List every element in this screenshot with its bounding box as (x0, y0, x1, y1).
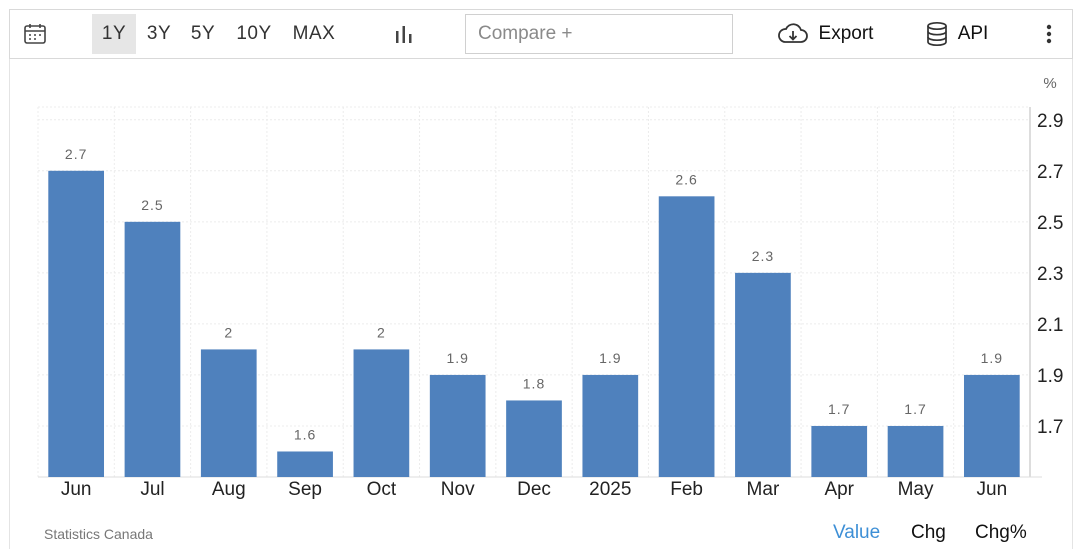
range-5y-button[interactable]: 5Y (190, 23, 216, 44)
data-label: 2.6 (675, 171, 697, 187)
bar[interactable] (200, 349, 257, 477)
more-options-icon[interactable] (1040, 10, 1058, 58)
y-tick-label: 2.3 (1037, 264, 1063, 285)
data-label: 1.9 (599, 350, 621, 366)
bar[interactable] (963, 374, 1020, 477)
x-tick-label: Apr (824, 479, 854, 500)
x-tick-label: Jun (61, 479, 92, 500)
chart-toolbar: 1Y 3Y 5Y 10Y MAX Export API (9, 9, 1073, 59)
x-tick-label: Oct (367, 479, 397, 500)
bar[interactable] (353, 349, 410, 477)
y-tick-label: 1.9 (1037, 366, 1063, 387)
x-tick-label: Feb (670, 479, 703, 500)
chart-bars (48, 170, 1020, 478)
x-tick-label: Aug (212, 479, 246, 500)
range-3y-button[interactable]: 3Y (146, 23, 172, 44)
data-label: 1.9 (981, 350, 1003, 366)
y-axis-unit-label: % (1043, 75, 1056, 92)
y-tick-label: 2.9 (1037, 111, 1063, 132)
bar[interactable] (506, 400, 562, 477)
chart-area (9, 59, 1073, 549)
export-button[interactable]: Export (775, 10, 875, 58)
chart-data-labels: 2.7 2.5 2 1.6 2 1.9 1.8 1.9 2.6 2.3 1.7 1.7 1.9 (65, 146, 1003, 443)
data-label: 2 (224, 324, 233, 340)
compare-field[interactable] (465, 14, 733, 54)
x-tick-label: Jul (140, 479, 164, 500)
x-tick-label: Sep (288, 479, 322, 500)
x-tick-label: May (898, 479, 934, 500)
data-label: 2.7 (65, 146, 87, 162)
data-label: 1.6 (294, 426, 316, 442)
bar[interactable] (429, 374, 486, 477)
y-tick-label: 1.7 (1037, 417, 1063, 438)
x-tick-label: 2025 (589, 479, 631, 500)
x-tick-label: Dec (517, 479, 551, 500)
x-tick-label: Mar (747, 479, 780, 500)
cloud-download-icon (777, 23, 808, 43)
bar[interactable] (582, 374, 639, 477)
bar[interactable] (124, 221, 181, 477)
chart-y-tick-labels: 2.9 2.7 2.5 2.3 2.1 1.9 1.7 (1037, 111, 1063, 438)
chart-x-tick-labels: Jun Jul Aug Sep Oct Nov Dec 2025 Feb Mar Apr May Jun (61, 479, 1007, 500)
mode-change-percent-button[interactable]: Chg% (975, 522, 1027, 543)
api-label: API (957, 23, 989, 44)
bar[interactable] (735, 272, 791, 477)
range-10y-button[interactable]: 10Y (236, 23, 272, 44)
range-max-button[interactable]: MAX (292, 23, 336, 44)
bar[interactable] (48, 170, 105, 478)
bar[interactable] (277, 451, 333, 477)
bar[interactable] (658, 196, 715, 477)
data-label: 1.7 (904, 401, 926, 417)
data-label: 1.7 (828, 401, 850, 417)
data-label: 1.9 (446, 350, 468, 366)
x-tick-label: Nov (441, 479, 475, 500)
mode-value-button[interactable]: Value (833, 522, 881, 543)
calendar-icon[interactable] (22, 10, 48, 58)
bar[interactable] (811, 425, 868, 477)
data-label: 2.3 (752, 248, 774, 264)
bar[interactable] (887, 425, 944, 477)
mode-change-button[interactable]: Chg (911, 522, 946, 543)
data-label: 2.5 (141, 197, 163, 213)
y-tick-label: 2.1 (1037, 315, 1063, 336)
chart-type-bar-icon[interactable] (392, 10, 416, 58)
source-label: Statistics Canada (44, 526, 153, 542)
y-tick-label: 2.7 (1037, 162, 1063, 183)
compare-input[interactable] (478, 23, 718, 45)
data-label: 2 (377, 324, 386, 340)
export-label: Export (818, 23, 874, 44)
database-icon (926, 21, 947, 47)
y-tick-label: 2.5 (1037, 213, 1063, 234)
api-button[interactable]: API (922, 10, 992, 58)
x-tick-label: Jun (977, 479, 1008, 500)
range-1y-button[interactable]: 1Y (92, 14, 136, 54)
data-label: 1.8 (523, 375, 545, 391)
